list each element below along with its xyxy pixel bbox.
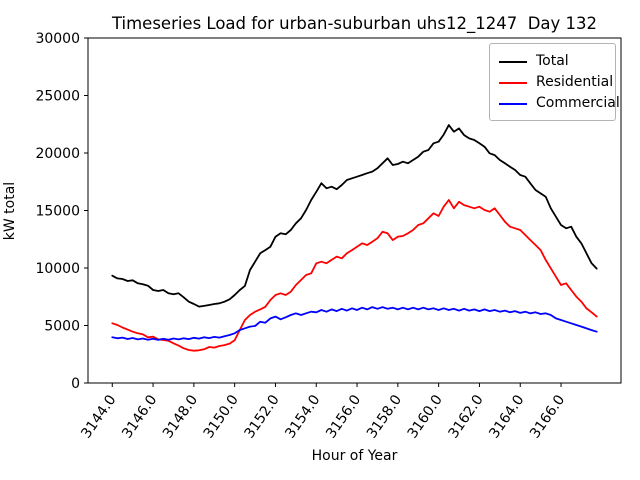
series-line-commercial — [111, 306, 598, 341]
y-tick-label: 0 — [71, 376, 80, 392]
y-tick-label: 15000 — [35, 204, 80, 220]
x-tick-label: 3146.0 — [119, 392, 160, 441]
y-axis-label: kW total — [2, 181, 18, 241]
x-tick-label: 3152.0 — [242, 392, 283, 441]
x-axis-label: Hour of Year — [311, 448, 398, 464]
x-tick-label: 3162.0 — [446, 392, 487, 441]
y-tick-label: 10000 — [35, 261, 80, 277]
y-tick-label: 25000 — [35, 89, 80, 105]
legend-label-residential: Residential — [536, 74, 614, 90]
legend-entry-commercial: Commercial — [499, 93, 620, 114]
legend-entry-residential: Residential — [499, 72, 613, 93]
x-tick-label: 3150.0 — [201, 392, 242, 441]
total-line-swatch — [499, 60, 527, 63]
series-line-total — [111, 124, 598, 308]
x-tick-label: 3144.0 — [78, 392, 119, 441]
y-tick-label: 5000 — [44, 319, 80, 335]
x-tick-label: 3160.0 — [405, 392, 446, 441]
commercial-line-swatch — [499, 102, 527, 105]
legend-label-total: Total — [536, 53, 569, 69]
y-tick-label: 30000 — [35, 31, 80, 47]
chart-title: Timeseries Load for urban-suburban uhs12… — [111, 14, 598, 33]
legend: Total Residential Commercial — [489, 43, 620, 121]
residential-line-swatch — [499, 81, 527, 84]
x-tick-label: 3148.0 — [160, 392, 201, 441]
x-tick-label: 3154.0 — [282, 392, 323, 441]
legend-label-commercial: Commercial — [536, 95, 620, 111]
y-tick-label: 20000 — [35, 146, 80, 162]
series-line-residential — [111, 199, 598, 352]
x-tick-label: 3164.0 — [486, 392, 527, 441]
x-tick-label: 3158.0 — [364, 392, 405, 441]
x-tick-label: 3156.0 — [323, 392, 364, 441]
x-tick-label: 3166.0 — [527, 392, 568, 441]
legend-entry-total: Total — [499, 51, 607, 72]
